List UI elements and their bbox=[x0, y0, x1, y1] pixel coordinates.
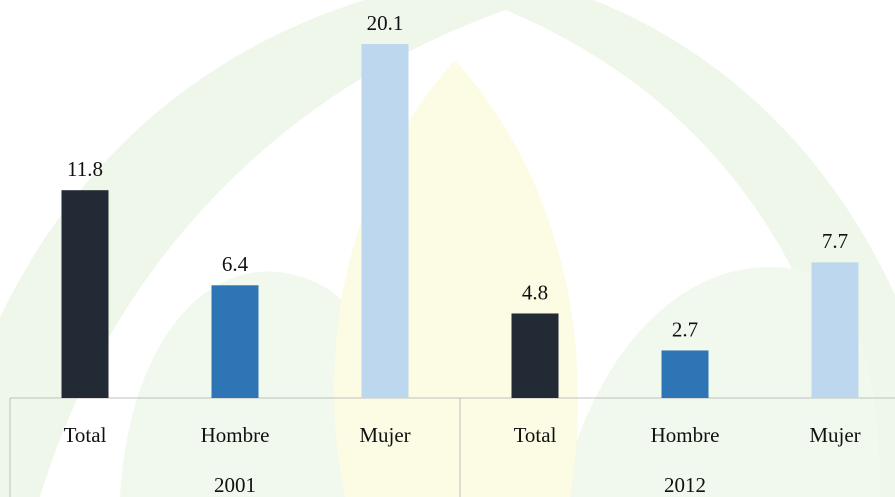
x-tick-label: Hombre bbox=[201, 423, 270, 447]
bar bbox=[361, 44, 409, 398]
data-label: 20.1 bbox=[367, 11, 404, 35]
group-label: 2012 bbox=[664, 473, 706, 497]
watermark-leaf bbox=[120, 271, 400, 497]
data-label: 7.7 bbox=[822, 229, 848, 253]
bar bbox=[811, 262, 859, 398]
bar bbox=[661, 350, 709, 398]
x-tick-label: Total bbox=[514, 423, 557, 447]
bar bbox=[211, 285, 259, 398]
axis-frame bbox=[9, 397, 895, 497]
bar bbox=[61, 190, 109, 398]
data-label: 2.7 bbox=[672, 317, 698, 341]
x-tick-label: Total bbox=[64, 423, 107, 447]
group-label: 2001 bbox=[214, 473, 256, 497]
bar bbox=[511, 313, 559, 398]
x-tick-label: Mujer bbox=[359, 423, 410, 447]
data-label: 6.4 bbox=[222, 252, 249, 276]
x-tick-label: Mujer bbox=[809, 423, 860, 447]
x-tick-label: Hombre bbox=[651, 423, 720, 447]
watermark-leaf bbox=[560, 266, 880, 497]
data-label: 4.8 bbox=[522, 280, 548, 304]
data-label: 11.8 bbox=[67, 157, 103, 181]
